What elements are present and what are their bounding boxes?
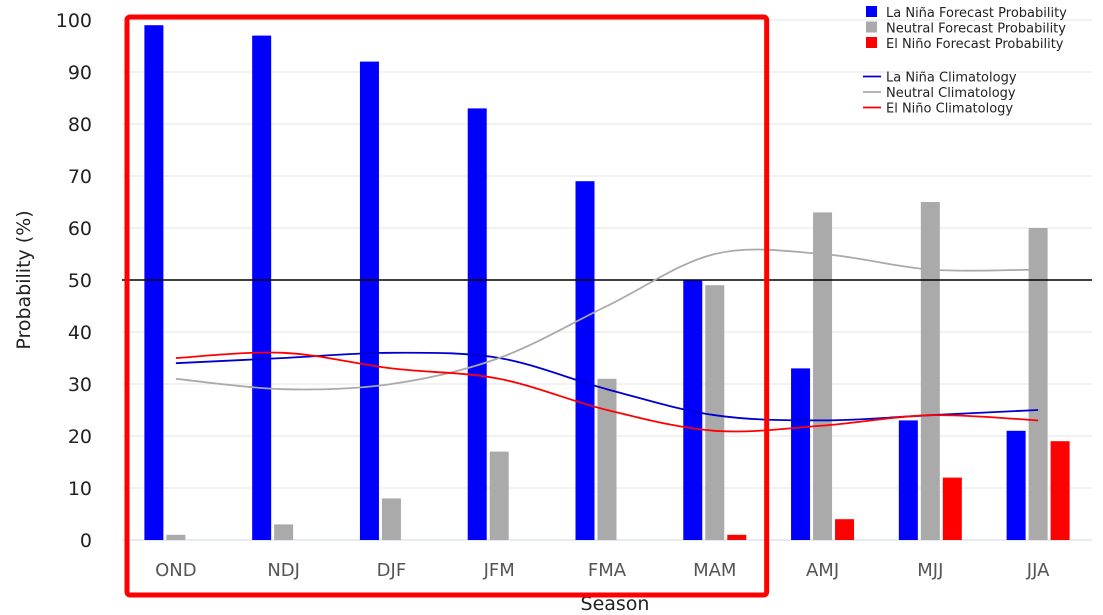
bar-jfm-0 — [467, 108, 487, 541]
climatology-lines — [175, 248, 1039, 433]
y-tick-label: 100 — [56, 10, 92, 32]
x-tick-label: FMA — [588, 560, 627, 581]
y-tick-label: 0 — [80, 530, 92, 552]
bar-mam-2 — [727, 534, 747, 540]
legend-label: Neutral Forecast Probability — [886, 22, 1066, 37]
y-tick-label: 40 — [68, 322, 92, 344]
bar-amj-2 — [835, 519, 855, 540]
highlight-box-layer — [124, 14, 770, 598]
legend-label: Neutral Climatology — [886, 86, 1016, 101]
x-tick-label: OND — [155, 560, 197, 581]
y-tick-label: 30 — [68, 374, 92, 396]
line-neutral-climatology — [175, 248, 1039, 391]
x-tick-label: MJJ — [917, 560, 943, 581]
legend-label: El Niño Forecast Probability — [886, 37, 1064, 52]
y-tick-label: 20 — [68, 426, 92, 448]
y-axis-ticks: 0 10 20 30 40 50 60 70 80 90 100 — [56, 10, 92, 552]
bar-jja-1 — [1028, 228, 1048, 540]
bar-jja-2 — [1050, 441, 1070, 540]
x-axis-ticks: OND NDJ DJF JFM FMA MAM AMJ MJJ JJA — [155, 560, 1050, 581]
y-tick-label: 10 — [68, 478, 92, 500]
bar-djf-1 — [381, 498, 401, 540]
bar-amj-1 — [813, 212, 833, 540]
bar-ndj-1 — [274, 524, 294, 540]
legend-label: La Niña Climatology — [886, 71, 1017, 86]
x-axis-label: Season — [581, 593, 650, 615]
bar-mjj-0 — [898, 420, 918, 540]
y-tick-label: 80 — [68, 114, 92, 136]
bar-mam-1 — [705, 285, 725, 540]
line-el-ni-o-climatology — [175, 351, 1039, 433]
x-tick-label: JJA — [1026, 560, 1050, 581]
x-tick-label: NDJ — [267, 560, 300, 581]
legend-label: El Niño Climatology — [886, 102, 1013, 117]
bar-djf-0 — [359, 61, 379, 540]
bar-jfm-1 — [489, 451, 509, 540]
bar-fma-1 — [597, 378, 617, 540]
x-tick-label: AMJ — [806, 560, 839, 581]
y-tick-label: 70 — [68, 166, 92, 188]
x-tick-label: JFM — [483, 560, 515, 581]
bar-mjj-1 — [920, 202, 940, 540]
highlight-box — [124, 14, 770, 598]
y-axis-label: Probability (%) — [13, 210, 35, 349]
legend-swatch — [866, 6, 877, 17]
bar-ond-1 — [166, 534, 186, 540]
bar-amj-0 — [791, 368, 811, 540]
y-tick-label: 90 — [68, 62, 92, 84]
legend-swatch — [866, 37, 877, 48]
bar-ond-0 — [144, 25, 164, 540]
bar-ndj-0 — [252, 35, 272, 540]
bars — [144, 25, 1070, 541]
bar-mjj-2 — [942, 477, 962, 540]
x-tick-label: DJF — [377, 560, 407, 581]
bar-mam-0 — [683, 280, 703, 540]
legend-swatch — [866, 21, 877, 33]
bar-jja-0 — [1006, 430, 1026, 540]
bar-fma-0 — [575, 181, 595, 540]
x-tick-label: MAM — [693, 560, 736, 581]
legend-label: La Niña Forecast Probability — [886, 6, 1067, 21]
y-tick-label: 50 — [68, 270, 92, 292]
y-tick-label: 60 — [68, 218, 92, 240]
